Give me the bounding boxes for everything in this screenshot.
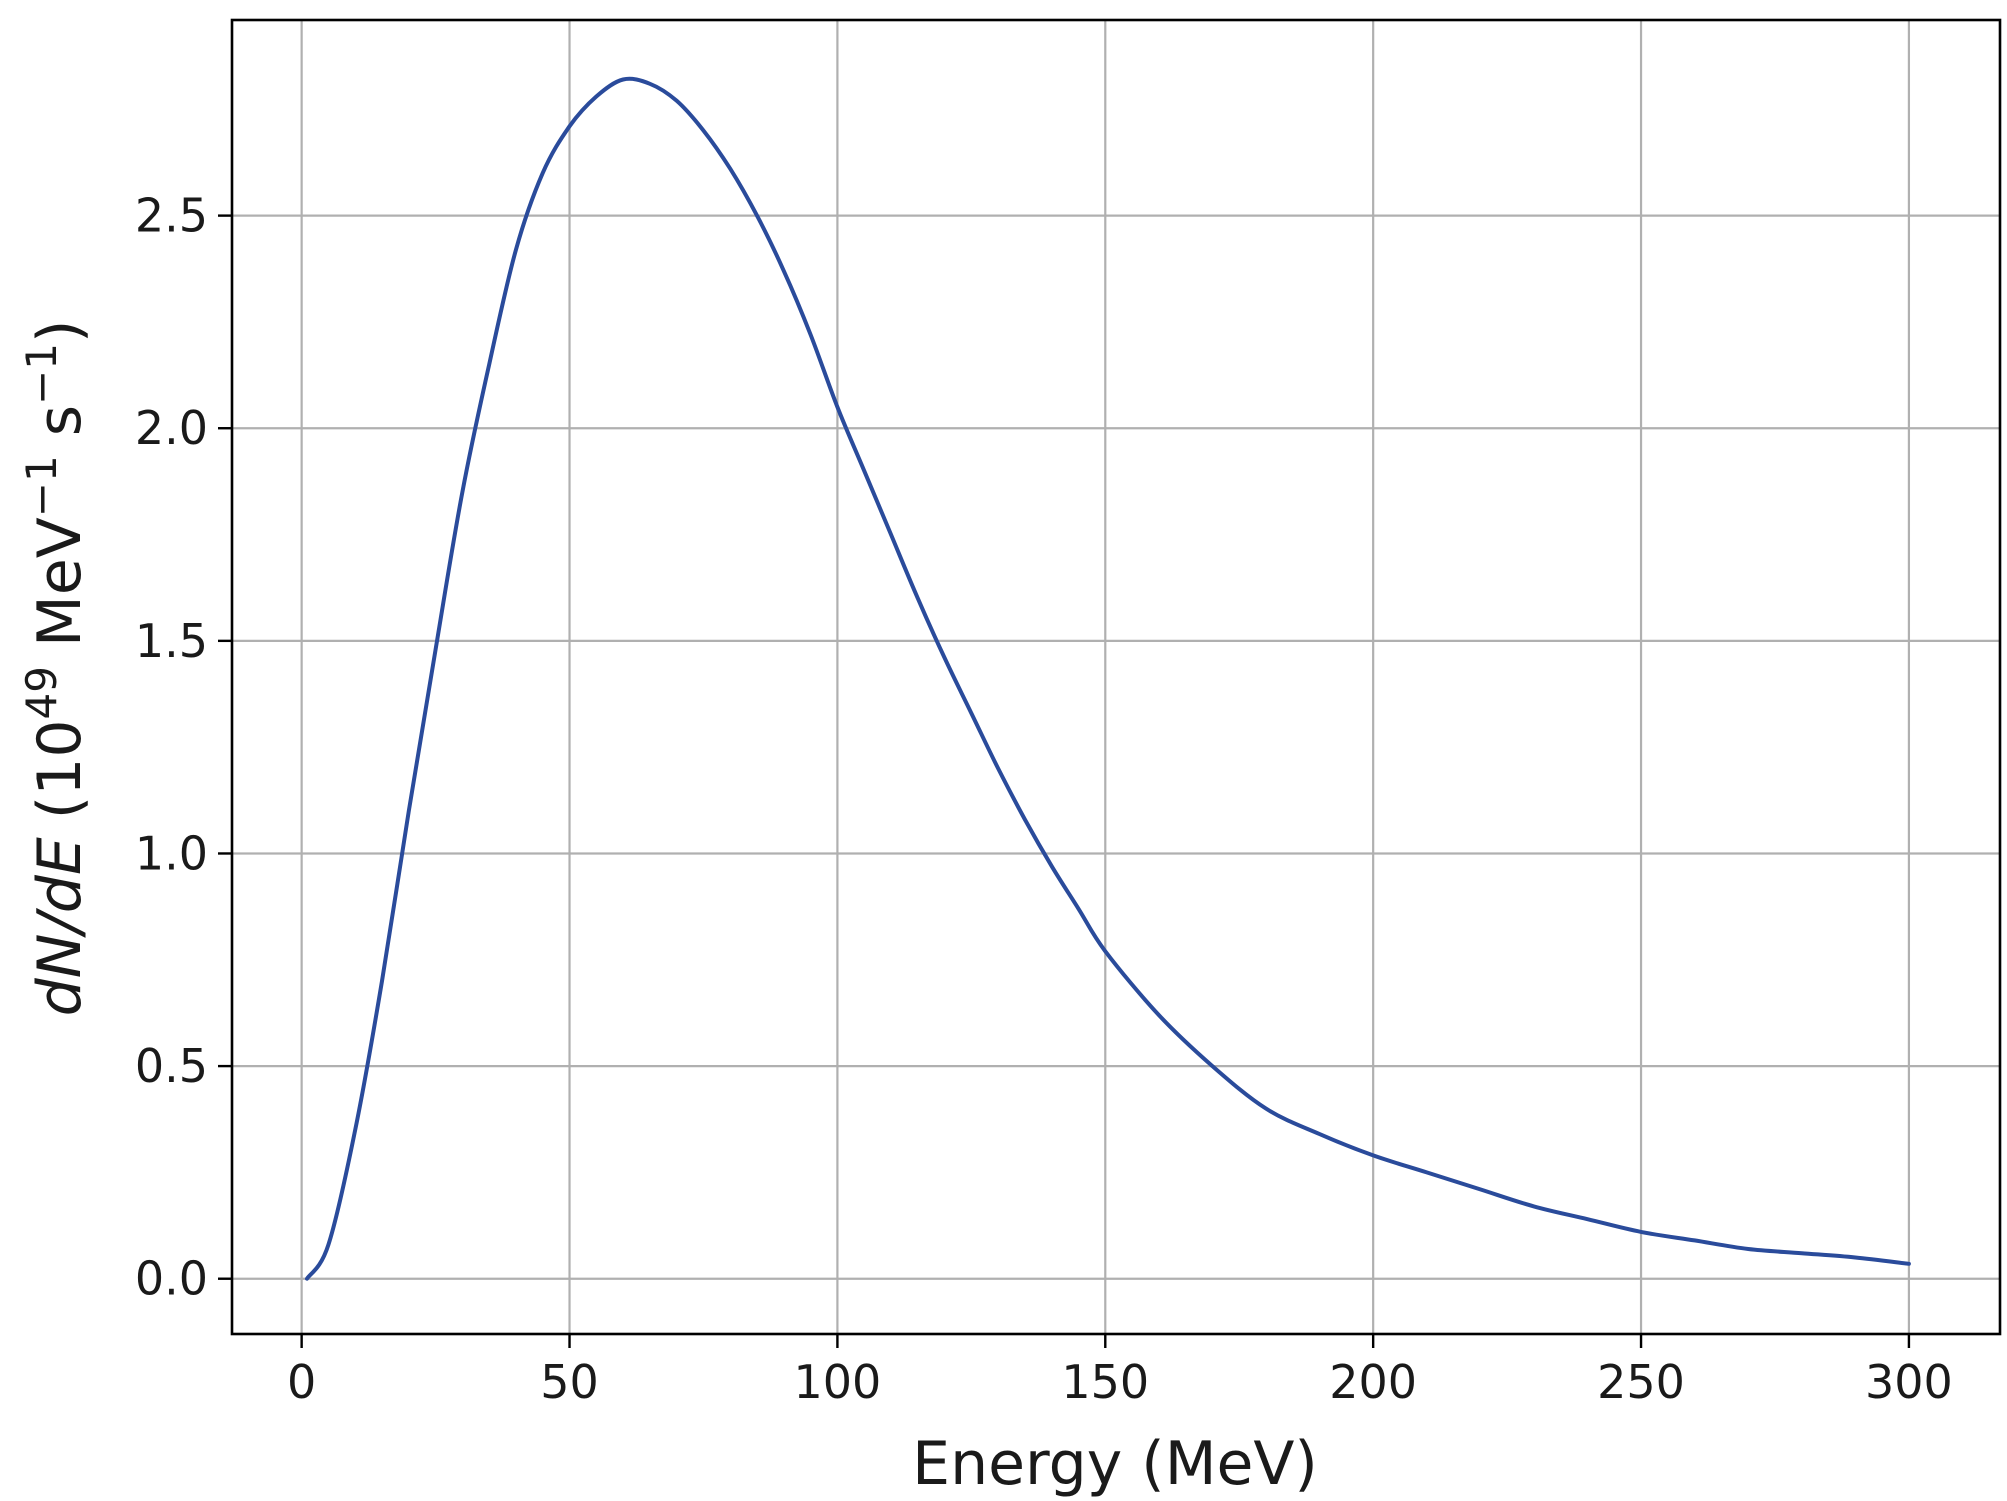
- tick-marks: [218, 214, 1911, 1348]
- grid-lines: [232, 20, 2000, 1334]
- x-tick-label: 250: [1597, 1355, 1685, 1409]
- y-axis-title-exp-neg1-a: −1: [17, 455, 66, 517]
- y-axis-title-mev: MeV: [25, 517, 95, 666]
- y-tick-label: 1.0: [135, 826, 208, 880]
- x-tick-label: 0: [287, 1355, 316, 1409]
- y-axis-title-unit-close: ): [25, 320, 95, 343]
- y-axis-title-exp-49: 49: [17, 666, 66, 719]
- y-tick-label: 2.5: [135, 189, 208, 243]
- plot-frame: [230, 18, 2002, 1336]
- x-tick-label: 100: [793, 1355, 881, 1409]
- x-tick-label: 300: [1865, 1355, 1953, 1409]
- y-axis-title: dN/dE(1049 MeV−1 s−1): [17, 320, 95, 1017]
- x-axis-title: Energy (MeV): [912, 1429, 1318, 1499]
- x-tick-label: 150: [1061, 1355, 1149, 1409]
- y-axis-title-unit-open: (10: [25, 719, 95, 819]
- spectrum-series-line: [305, 76, 1911, 1281]
- x-tick-label: 200: [1329, 1355, 1417, 1409]
- y-tick-label: 0.0: [135, 1252, 208, 1306]
- y-tick-label: 1.5: [135, 614, 208, 668]
- y-axis-title-symbol: dN/dE: [25, 837, 95, 1016]
- x-tick-label: 50: [540, 1355, 599, 1409]
- y-tick-labels: 0.0 0.5 1.0 1.5 2.0 2.5: [135, 189, 208, 1306]
- y-tick-label: 0.5: [135, 1039, 208, 1093]
- y-axis-title-s: s: [25, 405, 95, 455]
- y-axis-title-exp-neg1-b: −1: [17, 343, 66, 405]
- y-tick-label: 2.0: [135, 401, 208, 455]
- x-tick-labels: 0 50 100 150 200 250 300: [287, 1355, 1953, 1409]
